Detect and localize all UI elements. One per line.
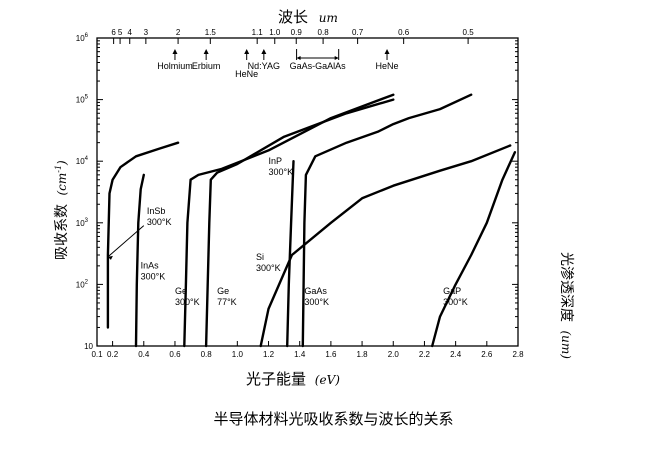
- data-curves: [106, 93, 517, 348]
- x-axis-title: 光子能量 (eV): [246, 370, 340, 388]
- laser-arrowhead: [244, 49, 250, 54]
- top-tick-label: 5: [118, 28, 123, 37]
- x-tick-label: 2.6: [481, 350, 493, 359]
- curve-labels: InSb300°KInAs300°KGe300°KGe77°KSi300°KIn…: [107, 156, 468, 307]
- series-label: GaP: [443, 286, 461, 296]
- laser-arrowhead: [203, 49, 209, 54]
- absorption-chart: 0.1 0.2 0.4 0.6 0.8 1.0 1.2 1.4 1.6 1.8 2.0 2.2 2.4 2…: [54, 8, 574, 388]
- series-label-temp: 300°K: [147, 217, 172, 227]
- laser-label: HeNe: [235, 69, 258, 79]
- series-label-temp: 300°K: [304, 297, 329, 307]
- x-tick-label: 1.2: [263, 350, 275, 359]
- y-tick-label: 102: [76, 279, 89, 289]
- curve-insb: [106, 141, 180, 329]
- series-label-temp: 300°K: [269, 167, 294, 177]
- laser-label: GaAs-GaAlAs: [290, 61, 347, 71]
- curve-ge: [183, 93, 395, 348]
- x-tick-label: 0.1: [91, 350, 103, 359]
- x-tick-label: 2.0: [388, 350, 400, 359]
- series-label-temp: 300°K: [141, 272, 166, 282]
- curve-gap: [431, 151, 517, 348]
- curve-inas: [134, 173, 145, 348]
- laser-label: Holmium: [157, 61, 193, 71]
- y-axis-title: 吸收系数 (cm-1): [54, 160, 70, 260]
- curve-inp: [286, 160, 295, 348]
- laser-arrowhead: [384, 49, 390, 54]
- plot-frame: [96, 37, 519, 347]
- x-tick-label: 1.6: [325, 350, 337, 359]
- insb-pointer-line: [107, 225, 145, 258]
- top-tick-label: 3: [144, 28, 149, 37]
- axis-ticks: 0.1 0.2 0.4 0.6 0.8 1.0 1.2 1.4 1.6 1.8 2.0 2.2 2.4 2…: [76, 28, 524, 359]
- x-tick-label: 2.8: [512, 350, 524, 359]
- right-axis-title: 光渗透深度 (um): [558, 252, 574, 359]
- series-label: GaAs: [304, 286, 327, 296]
- top-tick-label: 1.0: [269, 28, 281, 37]
- top-tick-label: 1.5: [205, 28, 217, 37]
- x-tick-label: 1.4: [294, 350, 306, 359]
- top-tick-label: 1.1: [252, 28, 264, 37]
- y-tick-label: 104: [76, 156, 89, 166]
- laser-arrowhead: [172, 49, 178, 54]
- y-tick-label: 10: [84, 342, 93, 351]
- top-tick-label: 0.9: [291, 28, 303, 37]
- figure-caption: 半导体材料光吸收系数与波长的关系: [213, 410, 454, 428]
- series-label: InSb: [147, 206, 166, 216]
- series-label-temp: 300°K: [175, 297, 200, 307]
- top-tick-label: 0.8: [318, 28, 330, 37]
- curve-ge: [204, 98, 395, 348]
- top-tick-label: 4: [128, 28, 133, 37]
- x-tick-label: 2.4: [450, 350, 462, 359]
- series-label-temp: 300°K: [256, 263, 281, 273]
- series-label: InAs: [141, 261, 160, 271]
- top-tick-label: 6: [111, 28, 116, 37]
- series-label: Ge: [175, 286, 187, 296]
- series-label-temp: 300°K: [443, 297, 468, 307]
- laser-label: Erbium: [192, 61, 221, 71]
- curve-gaas: [301, 93, 473, 348]
- series-label: Ge: [217, 286, 229, 296]
- series-label: Si: [256, 252, 264, 262]
- top-tick-label: 0.6: [398, 28, 410, 37]
- x-tick-label: 1.0: [232, 350, 244, 359]
- series-label: InP: [269, 156, 283, 166]
- top-tick-label: 0.7: [352, 28, 364, 37]
- y-tick-label: 105: [76, 95, 89, 105]
- insb-pointer-arrowhead: [107, 255, 113, 260]
- laser-label: HeNe: [376, 61, 399, 71]
- top-axis-title: 波长 um: [278, 8, 338, 26]
- laser-label: Nd:YAG: [248, 61, 280, 71]
- series-label-temp: 77°K: [217, 297, 237, 307]
- laser-arrowhead: [261, 49, 267, 54]
- x-tick-label: 0.6: [169, 350, 181, 359]
- x-tick-label: 0.4: [138, 350, 150, 359]
- curve-si: [259, 144, 512, 348]
- x-tick-label: 2.2: [419, 350, 431, 359]
- y-tick-label: 106: [76, 33, 89, 43]
- y-tick-label: 103: [76, 218, 89, 228]
- x-tick-label: 1.8: [357, 350, 369, 359]
- x-tick-label: 0.8: [201, 350, 213, 359]
- top-tick-label: 2: [176, 28, 181, 37]
- x-tick-label: 0.2: [107, 350, 119, 359]
- top-tick-label: 0.5: [463, 28, 475, 37]
